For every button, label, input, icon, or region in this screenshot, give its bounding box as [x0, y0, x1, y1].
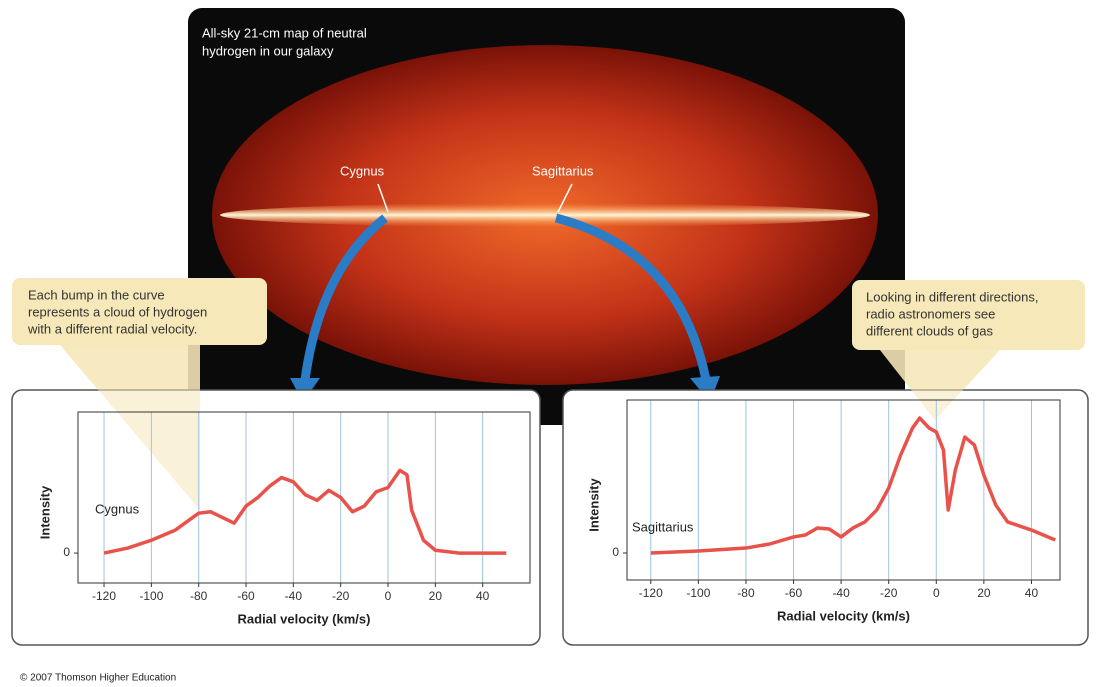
x-tick-label: -120 [639, 586, 663, 600]
x-tick-label: -40 [832, 586, 850, 600]
x-tick-label: -20 [332, 589, 350, 603]
x-tick-label: 20 [429, 589, 443, 603]
x-tick-label: 40 [476, 589, 490, 603]
x-tick-label: 0 [385, 589, 392, 603]
y-tick-label: 0 [63, 545, 70, 559]
chart-panel [12, 390, 540, 645]
callout-text: different clouds of gas [866, 323, 993, 338]
y-axis-title: Intensity [37, 485, 52, 539]
figure: All-sky 21-cm map of neutral hydrogen in… [0, 0, 1098, 687]
x-axis-title: Radial velocity (km/s) [238, 611, 371, 626]
callout-text: radio astronomers see [866, 306, 995, 321]
x-tick-label: -80 [190, 589, 208, 603]
chart-panel [563, 390, 1088, 645]
series-label: Cygnus [95, 501, 140, 516]
callout-text: Each bump in the curve [28, 287, 165, 302]
x-tick-label: -120 [92, 589, 116, 603]
x-tick-label: 0 [933, 586, 940, 600]
map-label: Cygnus [340, 163, 385, 178]
x-tick-label: -40 [285, 589, 303, 603]
y-tick-label: 0 [612, 545, 619, 559]
x-tick-label: 40 [1025, 586, 1039, 600]
x-tick-label: -100 [139, 589, 163, 603]
y-axis-title: Intensity [586, 478, 601, 532]
map-title: hydrogen in our galaxy [202, 43, 334, 58]
callout-text: Looking in different directions, [866, 289, 1038, 304]
x-tick-label: -80 [737, 586, 755, 600]
callout-text: represents a cloud of hydrogen [28, 304, 207, 319]
x-tick-label: 20 [977, 586, 991, 600]
credit: © 2007 Thomson Higher Education [20, 673, 176, 684]
series-label: Sagittarius [632, 519, 694, 534]
map-label: Sagittarius [532, 163, 594, 178]
x-tick-label: -20 [880, 586, 898, 600]
callout-text: with a different radial velocity. [27, 321, 197, 336]
x-tick-label: -60 [785, 586, 803, 600]
galactic-plane [220, 203, 870, 227]
x-axis-title: Radial velocity (km/s) [777, 608, 910, 623]
x-tick-label: -60 [237, 589, 255, 603]
map-title: All-sky 21-cm map of neutral [202, 25, 367, 40]
x-tick-label: -100 [686, 586, 710, 600]
